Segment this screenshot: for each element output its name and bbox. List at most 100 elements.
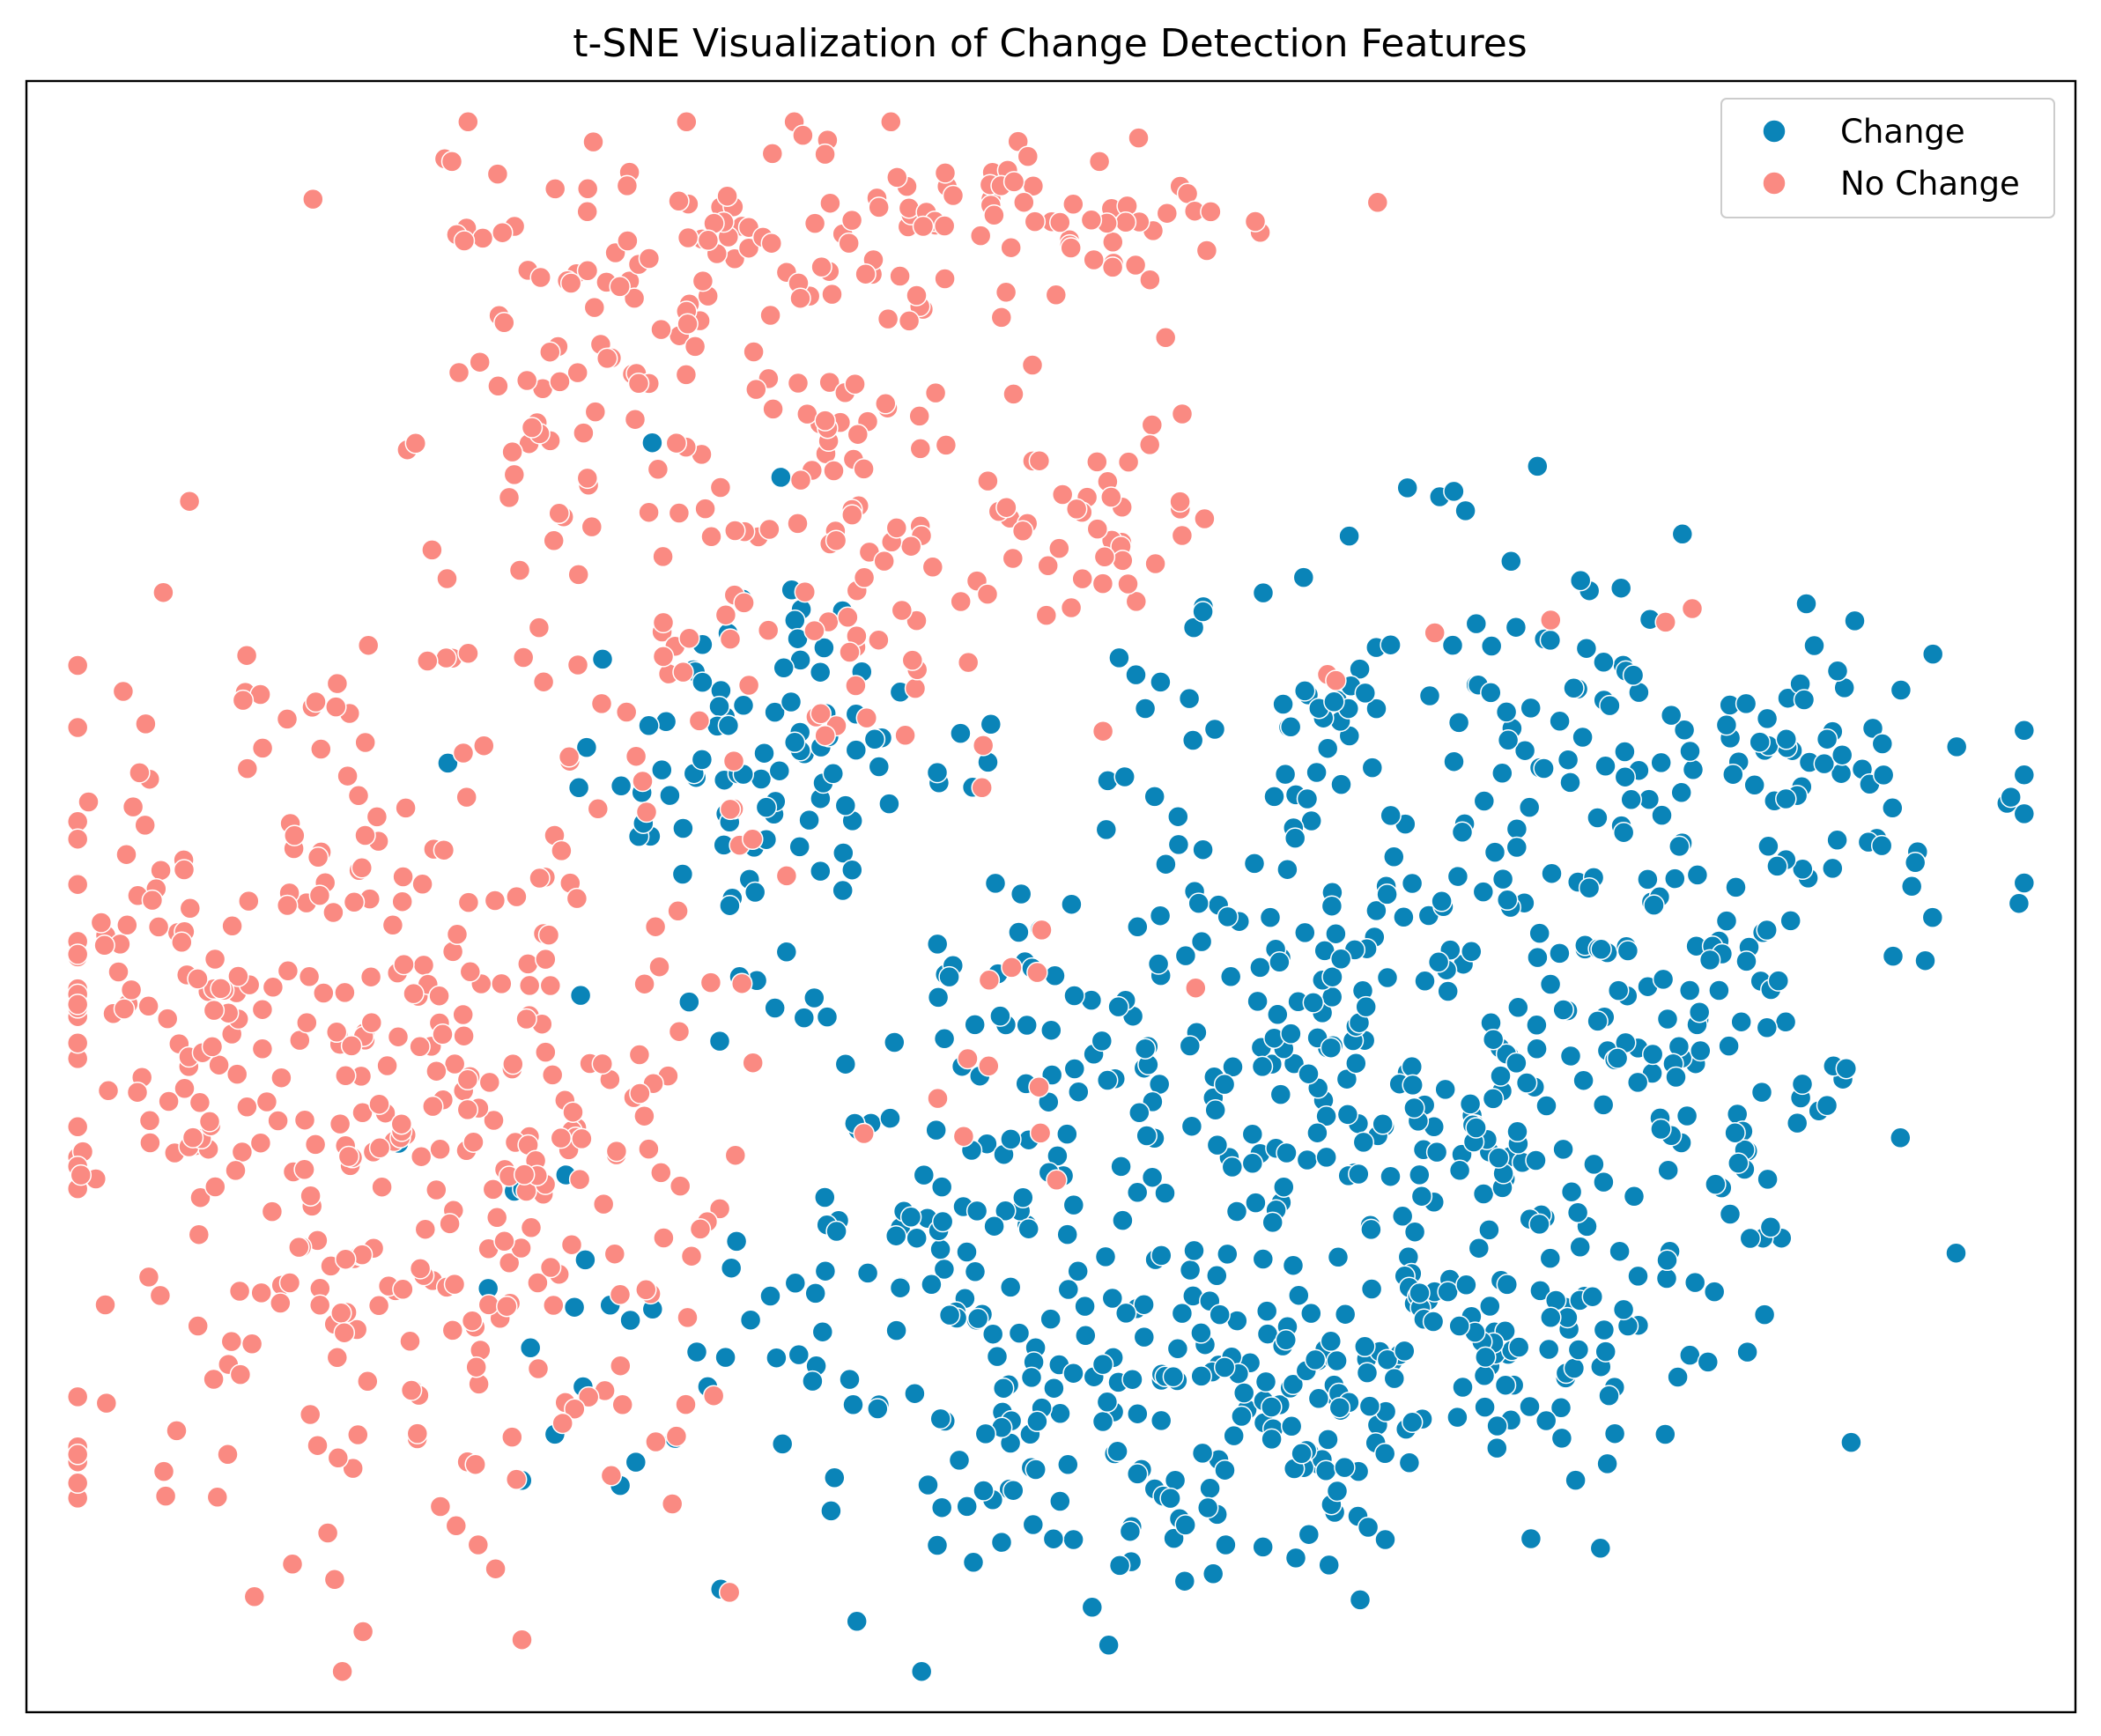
- data-point: [1495, 701, 1518, 723]
- data-point: [188, 1223, 211, 1245]
- data-point: [1708, 979, 1730, 1001]
- data-point: [1329, 948, 1352, 971]
- data-point: [1012, 1186, 1034, 1208]
- data-point: [543, 1294, 565, 1317]
- data-point: [1284, 1547, 1307, 1570]
- data-point: [567, 777, 590, 799]
- data-point: [1029, 1122, 1052, 1144]
- data-point: [1156, 202, 1179, 225]
- data-point: [671, 863, 694, 885]
- data-point: [492, 221, 514, 244]
- data-point: [818, 371, 840, 394]
- data-point: [1049, 1402, 1071, 1425]
- data-point: [901, 649, 924, 671]
- data-point: [422, 1095, 444, 1118]
- data-point: [134, 814, 156, 837]
- data-point: [293, 1109, 316, 1131]
- data-point: [1114, 211, 1137, 233]
- data-point: [171, 931, 193, 954]
- data-point: [757, 619, 780, 641]
- data-point: [814, 724, 836, 747]
- data-point: [1409, 1163, 1431, 1186]
- data-point: [1565, 1469, 1587, 1491]
- data-point: [617, 230, 639, 252]
- data-point: [1217, 1243, 1239, 1266]
- data-point: [469, 351, 491, 373]
- data-point: [1496, 1274, 1519, 1296]
- data-point: [576, 467, 599, 490]
- data-point: [962, 1551, 985, 1574]
- data-point: [802, 1370, 824, 1392]
- data-point: [1667, 1366, 1689, 1388]
- data-point: [482, 1178, 505, 1200]
- data-point: [527, 1357, 550, 1380]
- data-point: [1338, 525, 1360, 547]
- data-point: [1134, 1038, 1157, 1060]
- data-point: [1141, 414, 1164, 436]
- data-point: [505, 1468, 528, 1490]
- data-point: [742, 828, 764, 851]
- legend-label-change: Change: [1840, 113, 1965, 151]
- data-point: [1017, 1217, 1039, 1240]
- data-point: [877, 307, 899, 330]
- data-point: [1718, 1035, 1740, 1057]
- data-point: [832, 842, 854, 864]
- data-point: [1081, 1596, 1104, 1619]
- data-point: [351, 1621, 374, 1643]
- data-point: [1539, 973, 1562, 995]
- data-point: [1722, 763, 1744, 786]
- data-point: [1192, 838, 1214, 861]
- data-point: [2013, 720, 2036, 742]
- data-point: [1056, 1123, 1078, 1145]
- data-point: [1354, 682, 1377, 705]
- data-point: [625, 1451, 647, 1474]
- data-point: [1000, 1128, 1022, 1150]
- data-point: [1826, 660, 1849, 683]
- data-point: [506, 885, 528, 908]
- data-point: [832, 879, 854, 902]
- data-point: [1652, 968, 1675, 991]
- data-point: [1326, 1349, 1348, 1372]
- data-point: [1318, 1554, 1340, 1577]
- data-point: [717, 714, 740, 736]
- data-point: [1060, 237, 1082, 259]
- data-point: [1535, 1409, 1557, 1432]
- data-point: [277, 960, 300, 982]
- data-point: [689, 1218, 712, 1240]
- data-point: [700, 526, 722, 548]
- data-point: [694, 498, 716, 520]
- data-point: [971, 777, 993, 799]
- data-point: [334, 981, 356, 1004]
- data-point: [1528, 922, 1550, 944]
- data-point: [1660, 704, 1683, 727]
- data-point: [1179, 1259, 1202, 1282]
- data-point: [343, 891, 366, 913]
- data-point: [1317, 1429, 1339, 1451]
- data-point: [1181, 729, 1204, 751]
- data-point: [1068, 1081, 1090, 1103]
- data-point: [267, 1110, 289, 1132]
- data-point: [592, 1193, 615, 1215]
- data-point: [154, 1485, 177, 1507]
- data-point: [1241, 1152, 1264, 1175]
- data-point: [906, 609, 928, 632]
- data-point: [236, 757, 259, 779]
- data-point: [316, 1522, 339, 1544]
- data-point: [1174, 1514, 1196, 1536]
- data-point: [1526, 1038, 1548, 1060]
- data-point: [1108, 1555, 1131, 1577]
- data-point: [173, 859, 196, 881]
- data-point: [1461, 941, 1483, 963]
- data-point: [1594, 1341, 1616, 1363]
- data-point: [678, 627, 700, 649]
- data-point: [605, 1140, 628, 1163]
- data-point: [137, 995, 159, 1017]
- data-point: [548, 502, 570, 525]
- data-point: [560, 1233, 583, 1256]
- points-layer: [66, 111, 2036, 1682]
- data-point: [1681, 597, 1704, 620]
- data-point: [1294, 921, 1316, 944]
- data-point: [1623, 1186, 1646, 1208]
- data-point: [1108, 646, 1130, 669]
- data-point: [485, 1207, 508, 1229]
